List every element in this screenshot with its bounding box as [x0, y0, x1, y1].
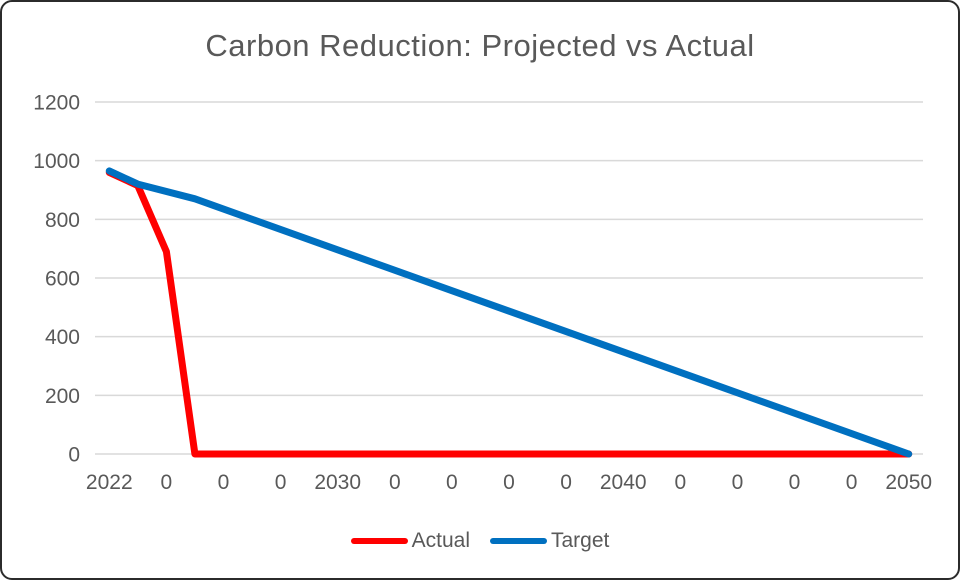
y-tick-label: 1200: [33, 92, 80, 115]
x-tick-label: 0: [446, 471, 458, 494]
legend-item-target: Target: [490, 529, 609, 553]
x-tick-label: 0: [732, 471, 744, 494]
x-tick-label: 0: [389, 471, 401, 494]
legend-label-actual: Actual: [411, 529, 470, 552]
legend-label-target: Target: [551, 529, 610, 552]
series-line-target: [105, 167, 913, 458]
x-tick-label: 0: [560, 471, 572, 494]
x-tick-label: 0: [789, 471, 801, 494]
x-tick-label: 0: [846, 471, 858, 494]
x-tick-label: 0: [161, 471, 173, 494]
y-tick-label: 400: [45, 326, 80, 349]
y-tick-label: 600: [45, 268, 80, 291]
x-tick-label: 2040: [600, 471, 647, 494]
legend-swatch-actual: [350, 538, 408, 544]
x-tick-label: 0: [503, 471, 515, 494]
y-tick-label: 200: [45, 385, 80, 408]
legend: Actual Target: [2, 525, 958, 557]
x-tick-label: 2030: [314, 471, 361, 494]
x-tick-label: 2050: [885, 471, 932, 494]
y-tick-label: 800: [45, 209, 80, 232]
y-tick-label: 0: [68, 444, 80, 467]
x-tick-label: 0: [275, 471, 287, 494]
x-tick-label: 2022: [86, 471, 133, 494]
legend-swatch-target: [490, 538, 547, 544]
legend-item-actual: Actual: [350, 529, 470, 553]
chart-title: Carbon Reduction: Projected vs Actual: [205, 28, 755, 63]
y-tick-label: 1000: [33, 150, 80, 173]
x-tick-label: 0: [674, 471, 686, 494]
x-tick-label: 0: [218, 471, 230, 494]
